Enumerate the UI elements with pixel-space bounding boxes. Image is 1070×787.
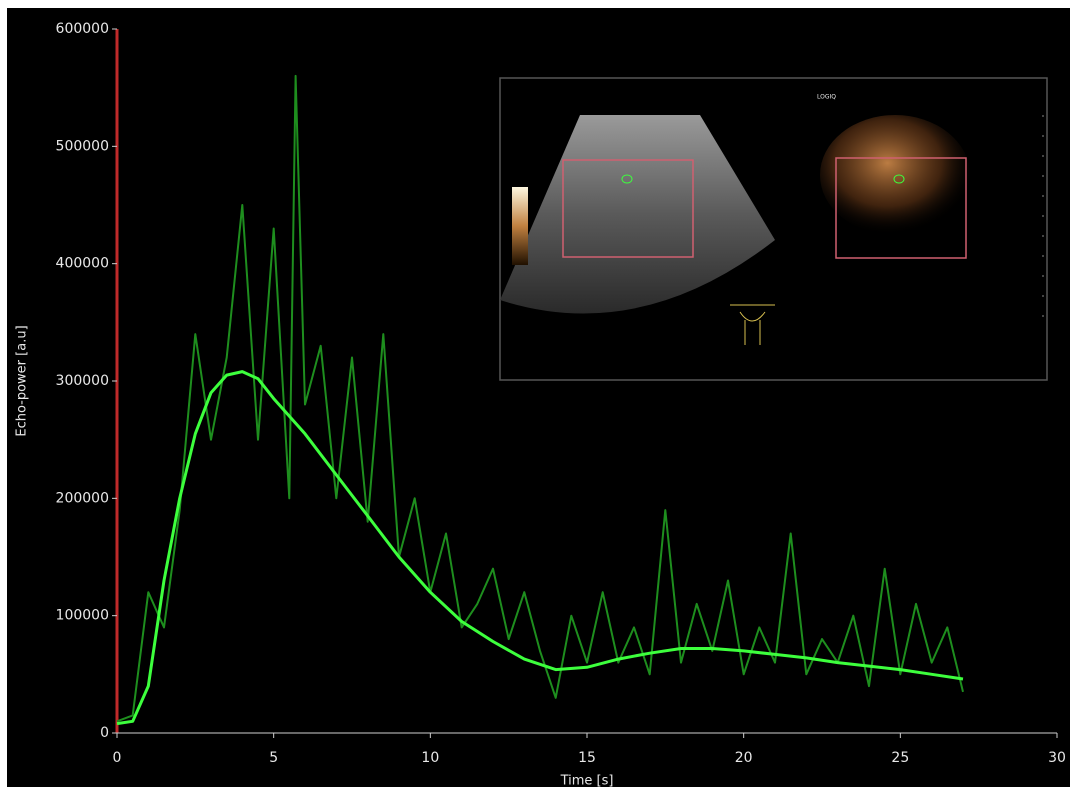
- y-tick-label: 600000: [56, 21, 109, 37]
- x-tick-label: 20: [735, 750, 753, 766]
- y-tick-label: 400000: [56, 256, 109, 272]
- color-bar: [512, 187, 528, 265]
- contrast-image: [820, 115, 970, 235]
- y-axis-title: Echo-power [a.u]: [15, 325, 30, 436]
- y-tick-label: 0: [100, 725, 109, 741]
- x-tick-label: 10: [421, 750, 439, 766]
- y-tick-label: 100000: [56, 608, 109, 624]
- x-axis-title: Time [s]: [560, 774, 614, 787]
- x-tick-label: 5: [269, 750, 278, 766]
- y-tick-label: 500000: [56, 138, 109, 154]
- x-tick-label: 25: [891, 750, 909, 766]
- inset-label: LOGIQ: [817, 94, 836, 101]
- ultrasound-inset: LOGIQ: [500, 78, 1047, 380]
- x-tick-label: 30: [1048, 750, 1066, 766]
- y-tick-label: 300000: [56, 373, 109, 389]
- x-tick-label: 15: [578, 750, 596, 766]
- y-tick-label: 200000: [56, 490, 109, 506]
- x-tick-label: 0: [113, 750, 122, 766]
- chart: LOGIQ Echo-power [a.u] Time [s] 0 100000 2…: [0, 0, 1070, 787]
